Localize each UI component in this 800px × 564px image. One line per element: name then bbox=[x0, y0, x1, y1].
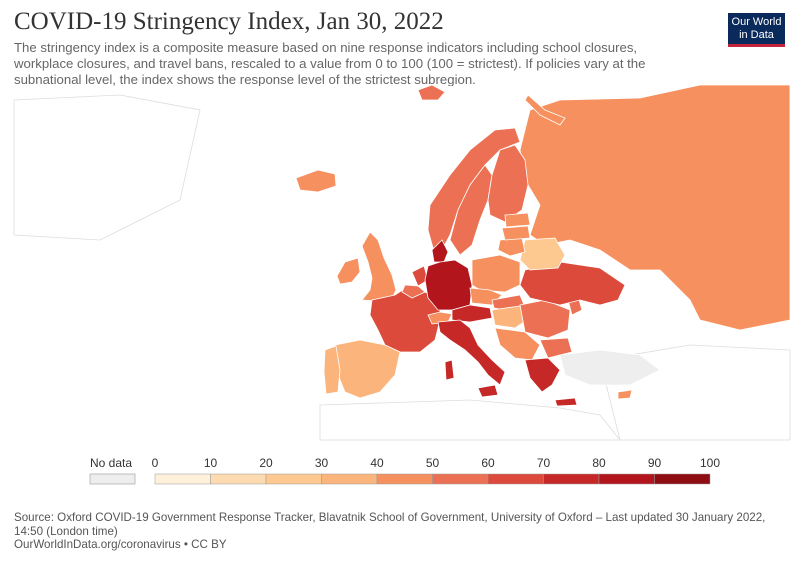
region-finland[interactable] bbox=[487, 144, 529, 223]
footer-source: Source: Oxford COVID-19 Government Respo… bbox=[14, 511, 766, 538]
region-norway[interactable] bbox=[427, 127, 521, 251]
region-denmark[interactable] bbox=[431, 239, 449, 263]
region-north-africa bbox=[319, 399, 621, 441]
region-crete[interactable] bbox=[554, 397, 578, 407]
region-belarus[interactable] bbox=[519, 237, 566, 271]
region-bulgaria[interactable] bbox=[539, 337, 573, 359]
legend-bin-4 bbox=[376, 473, 433, 485]
region-greece[interactable] bbox=[524, 357, 561, 393]
logo-line-1: Our World bbox=[731, 16, 782, 28]
legend-no-data-swatch bbox=[89, 473, 136, 485]
legend-tick-80: 80 bbox=[592, 456, 606, 470]
region-romania[interactable] bbox=[519, 299, 571, 339]
legend-bin-9 bbox=[654, 473, 711, 485]
region-portugal[interactable] bbox=[323, 345, 341, 395]
region-sicily[interactable] bbox=[477, 384, 499, 398]
footer-link[interactable]: OurWorldInData.org/coronavirus • CC BY bbox=[14, 538, 227, 551]
legend: No data 0 10 20 30 40 50 60 70 80 90 100 bbox=[89, 456, 720, 485]
region-turkey[interactable] bbox=[559, 349, 661, 386]
region-ukraine[interactable] bbox=[519, 261, 626, 306]
region-lithuania[interactable] bbox=[497, 237, 526, 257]
legend-bin-5 bbox=[432, 473, 489, 485]
region-iceland[interactable] bbox=[295, 169, 337, 193]
legend-tick-40: 40 bbox=[370, 456, 384, 470]
legend-bin-8 bbox=[598, 473, 655, 485]
legend-bin-0 bbox=[154, 473, 211, 485]
region-ireland[interactable] bbox=[336, 257, 361, 285]
region-poland[interactable] bbox=[471, 254, 521, 293]
region-germany[interactable] bbox=[424, 259, 473, 311]
legend-tick-10: 10 bbox=[204, 456, 218, 470]
legend-tick-60: 60 bbox=[481, 456, 495, 470]
region-russia[interactable] bbox=[519, 84, 791, 331]
region-italy[interactable] bbox=[437, 319, 506, 386]
legend-bin-6 bbox=[487, 473, 544, 485]
region-novaya-zemlya[interactable] bbox=[524, 94, 566, 126]
region-greenland-edge bbox=[13, 94, 201, 241]
logo-line-2: in Data bbox=[739, 28, 774, 41]
legend-bin-3 bbox=[321, 473, 378, 485]
legend-scale: 0 10 20 30 40 50 60 70 80 90 100 bbox=[152, 456, 720, 485]
legend-tick-70: 70 bbox=[537, 456, 551, 470]
legend-tick-0: 0 bbox=[152, 456, 159, 470]
footer: Source: Oxford COVID-19 Government Respo… bbox=[14, 511, 774, 552]
owid-logo[interactable]: Our World in Data bbox=[728, 13, 785, 47]
region-estonia[interactable] bbox=[504, 212, 531, 228]
legend-bin-1 bbox=[210, 473, 267, 485]
chart-subtitle: The stringency index is a composite meas… bbox=[14, 40, 646, 86]
region-united-kingdom[interactable] bbox=[361, 231, 397, 303]
legend-tick-20: 20 bbox=[259, 456, 273, 470]
legend-tick-50: 50 bbox=[426, 456, 440, 470]
region-svalbard[interactable] bbox=[417, 84, 446, 101]
legend-tick-90: 90 bbox=[648, 456, 662, 470]
region-belgium[interactable] bbox=[401, 284, 426, 299]
region-latvia[interactable] bbox=[501, 225, 531, 241]
legend-tick-100: 100 bbox=[700, 456, 720, 470]
legend-no-data-label: No data bbox=[90, 456, 132, 470]
region-hungary[interactable] bbox=[491, 305, 531, 329]
region-cyprus[interactable] bbox=[617, 389, 633, 400]
region-austria[interactable] bbox=[451, 304, 493, 323]
region-spain[interactable] bbox=[334, 339, 401, 399]
legend-bin-7 bbox=[543, 473, 600, 485]
legend-tick-30: 30 bbox=[315, 456, 329, 470]
region-sardinia[interactable] bbox=[444, 359, 455, 381]
chart-title: COVID-19 Stringency Index, Jan 30, 2022 bbox=[14, 8, 444, 35]
legend-bin-2 bbox=[265, 473, 322, 485]
